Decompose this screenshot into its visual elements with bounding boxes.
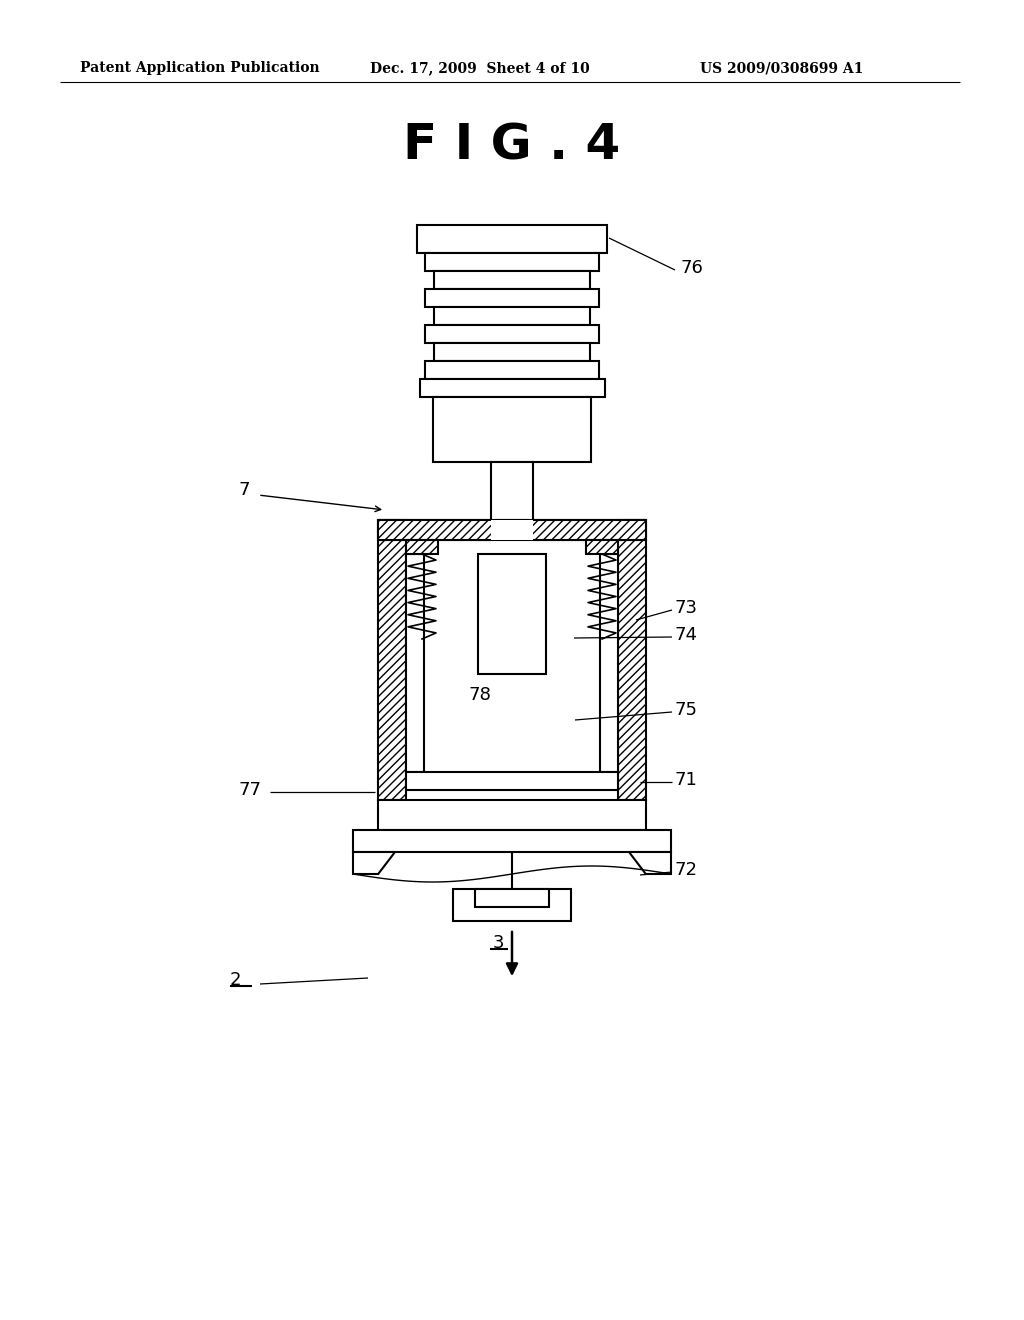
Text: 3: 3 bbox=[493, 935, 504, 952]
Bar bbox=[425, 360, 599, 379]
Bar bbox=[453, 888, 571, 921]
Text: 78: 78 bbox=[468, 686, 490, 704]
Bar bbox=[586, 540, 618, 554]
Bar bbox=[425, 289, 599, 308]
Bar bbox=[434, 271, 590, 289]
Bar bbox=[406, 554, 424, 772]
Bar bbox=[420, 379, 604, 397]
Text: 77: 77 bbox=[238, 781, 261, 799]
Text: 73: 73 bbox=[675, 599, 698, 616]
Text: 74: 74 bbox=[675, 626, 698, 644]
Bar bbox=[378, 520, 406, 800]
Text: 2: 2 bbox=[230, 972, 242, 989]
Bar bbox=[417, 224, 607, 253]
Bar bbox=[478, 554, 546, 675]
Text: Patent Application Publication: Patent Application Publication bbox=[80, 61, 319, 75]
Bar bbox=[490, 462, 534, 520]
Polygon shape bbox=[629, 851, 671, 874]
Bar bbox=[433, 397, 591, 462]
Polygon shape bbox=[353, 851, 395, 874]
Text: 7: 7 bbox=[238, 480, 250, 499]
Bar bbox=[353, 830, 671, 851]
Text: Dec. 17, 2009  Sheet 4 of 10: Dec. 17, 2009 Sheet 4 of 10 bbox=[370, 61, 590, 75]
Bar bbox=[490, 520, 534, 540]
Bar bbox=[406, 540, 438, 554]
Text: US 2009/0308699 A1: US 2009/0308699 A1 bbox=[700, 61, 863, 75]
Bar bbox=[618, 520, 646, 800]
Text: 76: 76 bbox=[680, 259, 702, 277]
Bar bbox=[378, 520, 646, 540]
Bar bbox=[406, 639, 618, 789]
Bar bbox=[425, 325, 599, 343]
Text: 71: 71 bbox=[675, 771, 698, 789]
Bar bbox=[475, 888, 549, 907]
Text: 75: 75 bbox=[675, 701, 698, 719]
Bar bbox=[425, 253, 599, 271]
Text: F I G . 4: F I G . 4 bbox=[403, 121, 621, 169]
Bar bbox=[406, 772, 618, 789]
Text: 72: 72 bbox=[675, 861, 698, 879]
Bar bbox=[378, 800, 646, 830]
Bar bbox=[600, 554, 618, 772]
Bar bbox=[434, 308, 590, 325]
Bar bbox=[434, 343, 590, 360]
